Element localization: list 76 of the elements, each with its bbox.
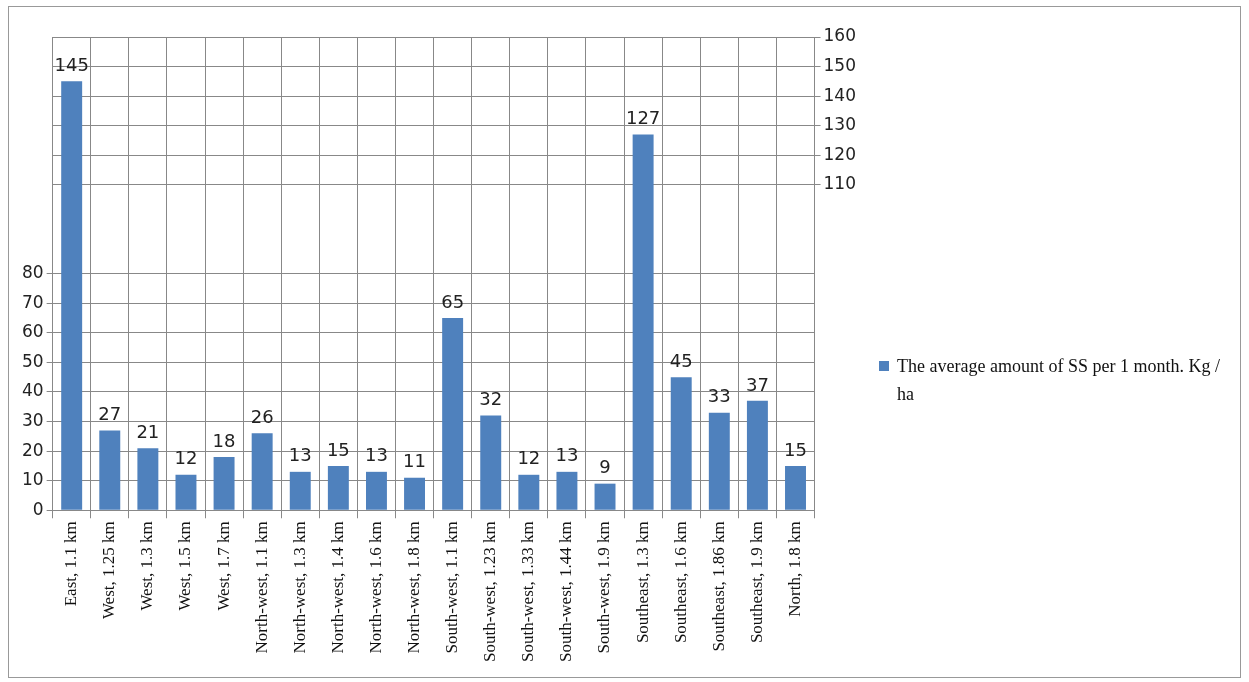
y2-tick-label: 110 (823, 173, 857, 194)
y2-tick-label: 140 (823, 84, 857, 105)
bar (518, 474, 540, 510)
bar (556, 471, 578, 510)
bar (175, 474, 197, 510)
bar (213, 457, 235, 510)
x-tick-label: South-west, 1.44 km (556, 521, 576, 663)
x-tick-label: West, 1.3 km (137, 521, 157, 611)
y2-tick-label: 160 (823, 25, 857, 46)
x-tick-label: North-west, 1.8 km (404, 521, 424, 654)
y-tick-label: 30 (21, 409, 44, 430)
x-tick-label: West, 1.7 km (213, 521, 233, 611)
x-tick-label: Southeast, 1.3 km (632, 521, 652, 644)
bar (327, 465, 349, 510)
data-label: 26 (250, 406, 274, 428)
bar (480, 415, 502, 510)
data-label: 13 (555, 444, 579, 466)
x-tick-label: West, 1.25 km (99, 521, 119, 620)
x-tick-label: Southeast, 1.86 km (708, 521, 728, 652)
data-label: 12 (517, 447, 541, 469)
bar (708, 412, 730, 510)
x-tick-label: South-west, 1.1 km (442, 521, 462, 654)
x-tick-label: North, 1.8 km (784, 521, 804, 617)
bar (99, 430, 121, 510)
y-tick-label: 10 (21, 469, 44, 490)
y-tick-label: 20 (21, 439, 44, 460)
x-tick-label: West, 1.5 km (175, 521, 195, 611)
x-tick-label: South-west, 1.33 km (518, 521, 538, 663)
bar (365, 471, 387, 510)
x-tick-label: North-west, 1.1 km (251, 521, 271, 654)
x-tick-label: North-west, 1.4 km (327, 521, 347, 654)
data-label: 15 (784, 438, 807, 460)
bar (632, 134, 654, 510)
bar (670, 377, 692, 510)
x-tick-label: South-west, 1.23 km (480, 521, 500, 663)
bar (594, 483, 616, 510)
x-tick-label: South-west, 1.9 km (594, 521, 614, 654)
data-label: 13 (288, 444, 312, 466)
legend-label: The average amount of SS per 1 month. Kg / ha (897, 355, 1221, 406)
data-label: 12 (174, 447, 198, 469)
x-tick-label: North-west, 1.3 km (289, 521, 309, 654)
data-label: 9 (599, 456, 611, 478)
data-label: 37 (745, 373, 769, 395)
bar (61, 81, 83, 510)
bar (404, 477, 426, 510)
data-label: 13 (364, 444, 388, 466)
data-label: 33 (707, 385, 731, 407)
data-label: 45 (669, 349, 693, 371)
bar (785, 465, 806, 510)
data-label: 65 (441, 290, 465, 312)
data-label: 145 (54, 54, 89, 76)
data-label: 127 (625, 107, 661, 129)
x-tick-label: North-west, 1.6 km (365, 521, 385, 654)
data-label: 15 (326, 438, 350, 460)
bar (137, 448, 159, 510)
y2-tick-label: 120 (823, 143, 857, 164)
data-label: 11 (403, 450, 426, 472)
data-label: 21 (136, 420, 160, 442)
x-tick-label: Southeast, 1.6 km (670, 521, 690, 644)
y-tick-label: 80 (21, 262, 44, 283)
bar (289, 471, 311, 510)
y-tick-label: 40 (21, 380, 44, 401)
y-tick-label: 0 (32, 498, 44, 519)
data-label: 32 (479, 388, 503, 410)
x-tick-label: Southeast, 1.9 km (746, 521, 766, 644)
bar (746, 400, 768, 510)
data-label: 18 (212, 429, 236, 451)
y-tick-label: 60 (21, 321, 44, 342)
data-label: 27 (98, 403, 122, 425)
bar (251, 433, 273, 510)
x-tick-label: East, 1.1 km (61, 521, 81, 607)
y2-tick-label: 130 (823, 114, 857, 135)
bar (442, 318, 464, 510)
y2-tick-label: 150 (823, 55, 857, 75)
y-tick-label: 70 (21, 291, 44, 312)
y-tick-label: 50 (21, 350, 44, 371)
